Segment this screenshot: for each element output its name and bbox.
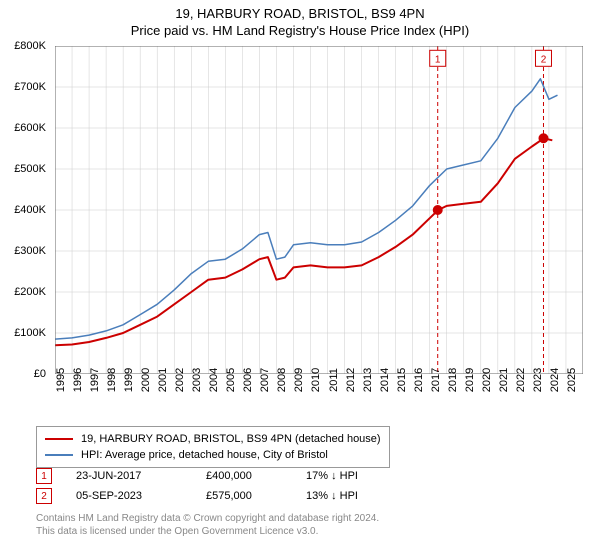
x-tick-label: 2012 — [345, 368, 357, 392]
y-tick-label: £800K — [14, 40, 46, 52]
y-axis-labels: £0£100K£200K£300K£400K£500K£600K£700K£80… — [0, 46, 50, 374]
legend-row-hpi: HPI: Average price, detached house, City… — [45, 447, 381, 463]
x-tick-label: 2016 — [413, 368, 425, 392]
footer: Contains HM Land Registry data © Crown c… — [36, 512, 379, 538]
x-tick-label: 1999 — [123, 368, 135, 392]
x-tick-label: 1998 — [106, 368, 118, 392]
x-tick-label: 2011 — [328, 368, 340, 392]
chart-svg: 12 — [55, 46, 583, 374]
chart-subtitle: Price paid vs. HM Land Registry's House … — [0, 21, 600, 42]
chart-title: 19, HARBURY ROAD, BRISTOL, BS9 4PN — [0, 0, 600, 21]
x-tick-label: 2004 — [208, 368, 220, 392]
legend: 19, HARBURY ROAD, BRISTOL, BS9 4PN (deta… — [36, 426, 390, 468]
y-tick-label: £500K — [14, 163, 46, 175]
y-tick-label: £600K — [14, 122, 46, 134]
x-tick-label: 2008 — [276, 368, 288, 392]
legend-row-property: 19, HARBURY ROAD, BRISTOL, BS9 4PN (deta… — [45, 431, 381, 447]
marker-price: £400,000 — [206, 470, 306, 482]
marker-delta: 13% ↓ HPI — [306, 490, 416, 502]
chart-area: 12 — [55, 46, 583, 374]
y-tick-label: £400K — [14, 204, 46, 216]
x-tick-label: 2001 — [157, 368, 169, 392]
footer-line-2: This data is licensed under the Open Gov… — [36, 525, 379, 538]
y-tick-label: £0 — [34, 368, 46, 380]
legend-swatch — [45, 438, 73, 440]
x-tick-label: 2014 — [379, 368, 391, 392]
marker-row-1: 1 23-JUN-2017£400,00017% ↓ HPI — [36, 466, 416, 486]
marker-row-2: 2 05-SEP-2023£575,00013% ↓ HPI — [36, 486, 416, 506]
series-hpi — [55, 79, 558, 339]
legend-label: 19, HARBURY ROAD, BRISTOL, BS9 4PN (deta… — [81, 433, 381, 445]
marker-badge-inline: 2 — [36, 488, 52, 504]
legend-label: HPI: Average price, detached house, City… — [81, 449, 328, 461]
marker-date: 23-JUN-2017 — [76, 470, 206, 482]
x-tick-label: 2021 — [498, 368, 510, 392]
footer-line-1: Contains HM Land Registry data © Crown c… — [36, 512, 379, 525]
x-tick-label: 2024 — [549, 368, 561, 392]
x-tick-label: 2007 — [259, 368, 271, 392]
marker-dot-1 — [433, 205, 443, 215]
x-tick-label: 2009 — [293, 368, 305, 392]
marker-table: 1 23-JUN-2017£400,00017% ↓ HPI 2 05-SEP-202… — [36, 466, 416, 506]
y-tick-label: £700K — [14, 81, 46, 93]
y-tick-label: £200K — [14, 286, 46, 298]
marker-badge-1: 1 — [435, 54, 441, 65]
x-tick-label: 2018 — [447, 368, 459, 392]
x-tick-label: 2013 — [362, 368, 374, 392]
x-tick-label: 2015 — [396, 368, 408, 392]
marker-delta: 17% ↓ HPI — [306, 470, 416, 482]
x-tick-label: 1996 — [72, 368, 84, 392]
x-axis-labels: 1995199619971998199920002001200220032004… — [55, 376, 583, 426]
x-tick-label: 1997 — [89, 368, 101, 392]
x-tick-label: 2020 — [481, 368, 493, 392]
marker-badge-2: 2 — [541, 54, 547, 65]
x-tick-label: 2003 — [191, 368, 203, 392]
legend-swatch — [45, 454, 73, 456]
y-tick-label: £100K — [14, 327, 46, 339]
marker-badge-inline: 1 — [36, 468, 52, 484]
marker-dot-2 — [538, 133, 548, 143]
marker-price: £575,000 — [206, 490, 306, 502]
x-tick-label: 2023 — [532, 368, 544, 392]
x-tick-label: 2006 — [242, 368, 254, 392]
x-tick-label: 2000 — [140, 368, 152, 392]
series-property — [55, 138, 552, 345]
x-tick-label: 2010 — [310, 368, 322, 392]
marker-date: 05-SEP-2023 — [76, 490, 206, 502]
x-tick-label: 2019 — [464, 368, 476, 392]
x-tick-label: 1995 — [55, 368, 67, 392]
x-tick-label: 2005 — [225, 368, 237, 392]
x-tick-label: 2022 — [515, 368, 527, 392]
x-tick-label: 2025 — [566, 368, 578, 392]
x-tick-label: 2002 — [174, 368, 186, 392]
y-tick-label: £300K — [14, 245, 46, 257]
x-tick-label: 2017 — [430, 368, 442, 392]
